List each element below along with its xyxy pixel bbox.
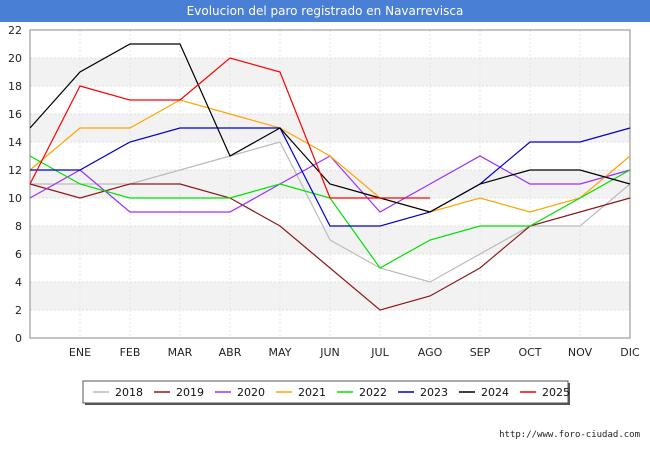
x-tick-label: ENE [69,346,91,359]
y-tick-label: 20 [8,52,22,65]
x-tick-label: MAR [168,346,193,359]
x-tick-label: NOV [568,346,593,359]
legend-label-2024: 2024 [481,386,509,399]
legend-label-2022: 2022 [359,386,387,399]
x-tick-label: MAY [269,346,292,359]
chart-title: Evolucion del paro registrado en Navarre… [0,0,650,22]
legend-label-2021: 2021 [298,386,326,399]
y-tick-label: 18 [8,80,22,93]
y-tick-label: 0 [15,332,22,345]
x-tick-label: ABR [219,346,242,359]
series-line-2021 [29,99,631,213]
legend-label-2025: 2025 [542,386,570,399]
x-tick-label: FEB [120,346,141,359]
y-tick-label: 2 [15,304,22,317]
series-line-2024 [29,43,631,213]
y-tick-label: 14 [8,136,22,149]
y-tick-label: 16 [8,108,22,121]
y-tick-label: 8 [15,220,22,233]
legend-label-2019: 2019 [176,386,204,399]
x-tick-label: OCT [518,346,541,359]
x-tick-label: JUN [319,346,340,359]
y-tick-label: 22 [8,24,22,37]
series-line-2025 [29,57,430,199]
x-tick-label: AGO [418,346,443,359]
y-tick-label: 12 [8,164,22,177]
x-tick-label: DIC [620,346,640,359]
legend-box [82,380,569,404]
legend-label-2018: 2018 [115,386,143,399]
x-tick-label: SEP [470,346,491,359]
x-tick-label: JUL [370,346,389,359]
y-tick-label: 6 [15,248,22,261]
legend-label-2023: 2023 [420,386,448,399]
y-tick-label: 4 [15,276,22,289]
series-line-2023 [30,127,631,227]
legend-label-2020: 2020 [237,386,265,399]
source-url[interactable]: http://www.foro-ciudad.com [499,430,640,440]
y-tick-label: 10 [8,192,22,205]
